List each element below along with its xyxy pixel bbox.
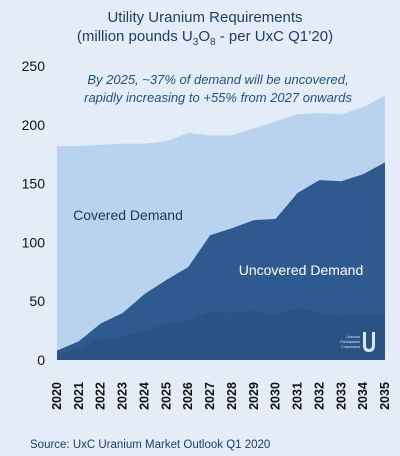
logo-text-3: Corporation <box>341 345 360 349</box>
y-tick-label: 200 <box>22 117 46 133</box>
y-axis-ticks: 0 50 100 150 200 250 <box>22 58 46 368</box>
underlying-band-area <box>57 308 385 360</box>
x-tick-label: 2028 <box>225 382 239 410</box>
x-tick-label: 2031 <box>291 382 305 410</box>
logo-text-2: Participation <box>340 340 360 344</box>
x-tick-label: 2023 <box>116 382 130 410</box>
chart-subtitle: (million pounds U3O8 - per UxC Q1’20) <box>77 28 333 48</box>
x-tick-label: 2032 <box>312 382 326 410</box>
x-tick-label: 2030 <box>269 382 283 410</box>
subtitle-part-3: - per UxC Q1’20) <box>216 28 334 45</box>
source-note: Source: UxC Uranium Market Outlook Q1 20… <box>30 439 270 451</box>
subtitle-part-1: (million pounds U <box>77 28 193 45</box>
annotation-line-2: rapidly increasing to +55% from 2027 onw… <box>84 90 352 105</box>
x-tick-label: 2020 <box>50 382 64 410</box>
y-tick-label: 100 <box>22 234 46 250</box>
x-tick-label: 2033 <box>334 382 348 410</box>
x-tick-label: 2034 <box>356 382 370 410</box>
x-tick-label: 2021 <box>72 382 86 410</box>
y-tick-label: 50 <box>29 293 45 309</box>
upc-logo: Uranium Participation Corporation <box>340 332 375 352</box>
logo-text-1: Uranium <box>346 335 360 339</box>
x-tick-label: 2025 <box>159 382 173 410</box>
x-tick-label: 2035 <box>378 382 392 410</box>
y-tick-label: 0 <box>37 352 45 368</box>
plot-area <box>57 95 385 361</box>
x-tick-label: 2024 <box>137 382 151 410</box>
subtitle-sub-2: 8 <box>210 37 216 48</box>
logo-u-mark <box>363 332 375 352</box>
subtitle-sub-1: 3 <box>193 37 199 48</box>
annotation-line-1: By 2025, ~37% of demand will be uncovere… <box>87 72 348 87</box>
covered-demand-label: Covered Demand <box>73 207 183 223</box>
chart-title: Utility Uranium Requirements <box>107 9 302 26</box>
uncovered-demand-label: Uncovered Demand <box>239 262 364 278</box>
y-tick-label: 250 <box>22 58 46 74</box>
subtitle-part-2: O <box>198 28 210 45</box>
y-tick-label: 150 <box>22 176 46 192</box>
x-tick-label: 2022 <box>94 382 108 410</box>
x-tick-label: 2026 <box>181 382 195 410</box>
x-axis-ticks: 2020 2021 2022 2023 2024 2025 2026 2027 2028 2029… <box>50 382 392 410</box>
x-tick-label: 2027 <box>203 382 217 410</box>
x-tick-label: 2029 <box>247 382 261 410</box>
